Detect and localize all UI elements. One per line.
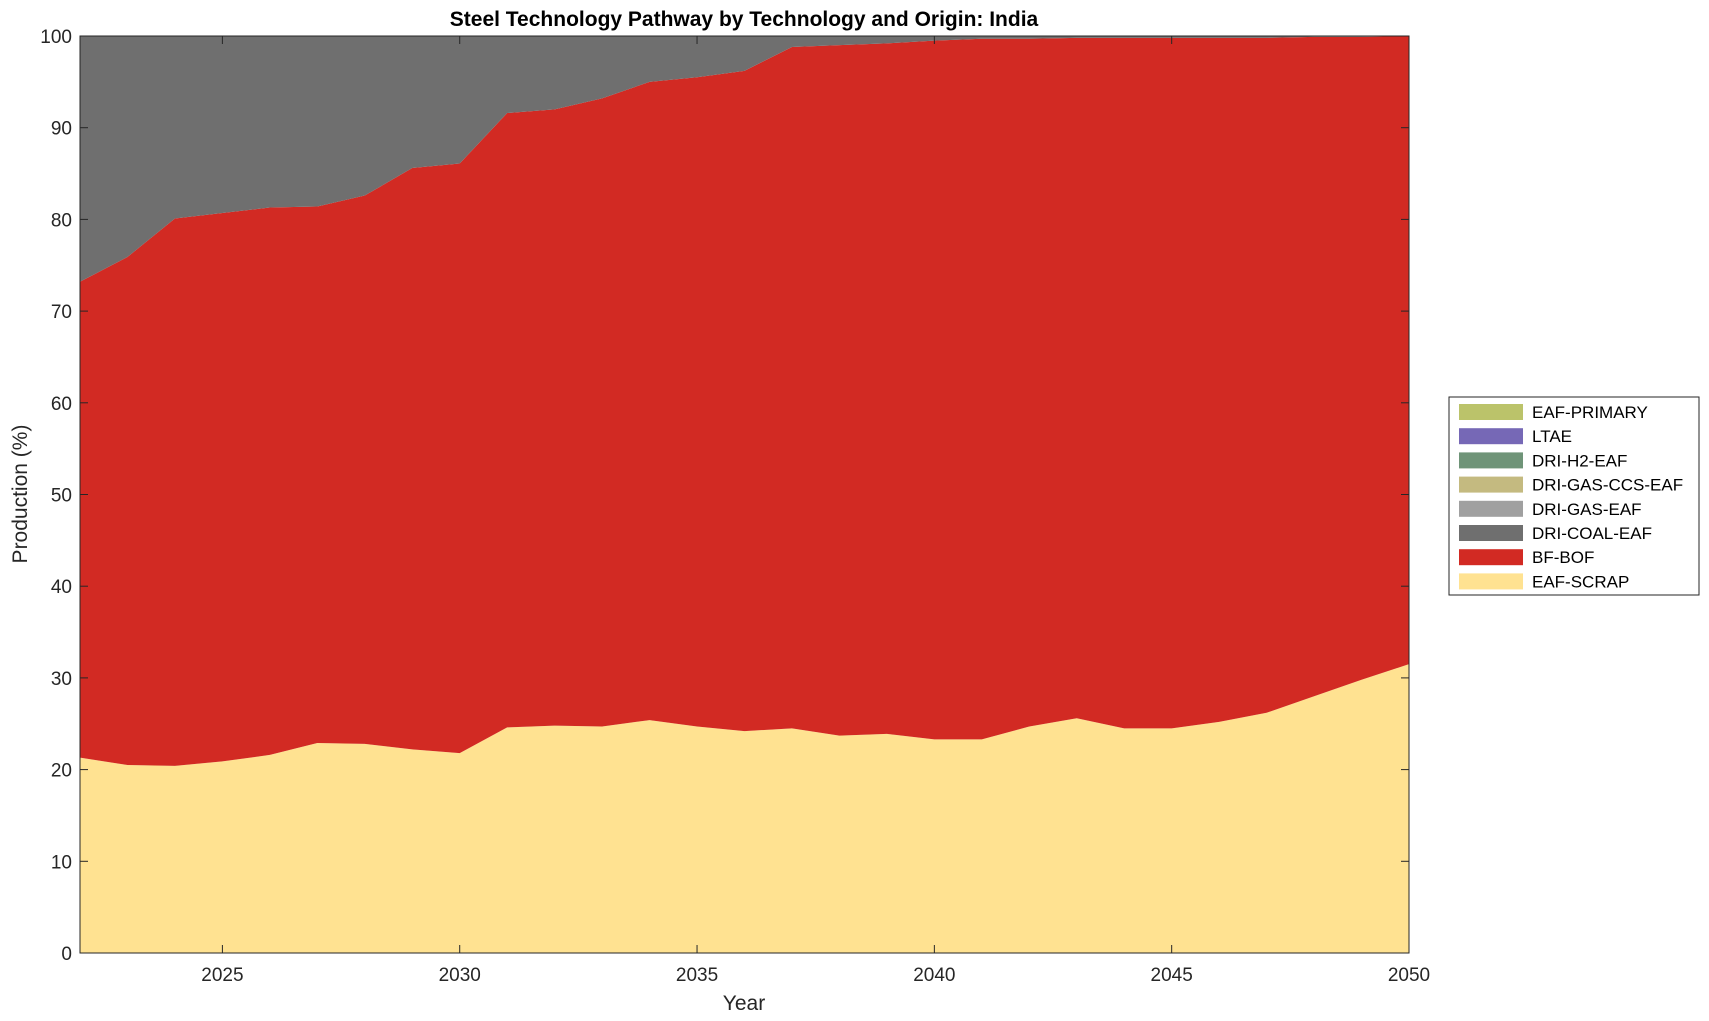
y-tick-label: 60 (51, 394, 72, 415)
legend-swatch-dri-h2-eaf (1459, 452, 1523, 469)
legend-swatch-dri-coal-eaf (1459, 525, 1523, 541)
legend-label-dri-gas-ccs-eaf: DRI-GAS-CCS-EAF (1532, 476, 1683, 495)
y-tick-label: 20 (51, 761, 72, 782)
x-tick-label: 2040 (913, 965, 955, 986)
chart-title: Steel Technology Pathway by Technology a… (450, 8, 1039, 31)
y-axis: 0 10 20 30 40 50 60 70 80 90 100 (40, 27, 1409, 965)
y-tick-label: 30 (51, 669, 72, 690)
legend-swatch-bf-bof (1459, 549, 1523, 566)
legend-swatch-eaf-primary (1459, 404, 1523, 420)
y-tick-label: 10 (51, 852, 72, 873)
y-tick-label: 0 (61, 944, 72, 965)
y-tick-label: 70 (51, 302, 72, 323)
x-tick-label: 2025 (201, 965, 243, 986)
x-tick-label: 2035 (676, 965, 718, 986)
legend-label-bf-bof: BF-BOF (1532, 548, 1594, 567)
y-tick-label: 80 (51, 210, 72, 231)
y-tick-label: 100 (40, 27, 72, 48)
legend-label-eaf-primary: EAF-PRIMARY (1532, 403, 1648, 422)
y-tick-label: 90 (51, 119, 72, 140)
legend-label-ltae: LTAE (1532, 427, 1572, 446)
legend-swatch-dri-gas-eaf (1459, 500, 1523, 517)
legend-label-dri-coal-eaf: DRI-COAL-EAF (1532, 524, 1652, 543)
x-axis-label: Year (723, 992, 765, 1015)
legend-label-eaf-scrap: EAF-SCRAP (1532, 572, 1629, 591)
area-eaf-scrap (80, 664, 1409, 953)
x-axis: 2025 2030 2035 2040 2045 2050 (201, 36, 1430, 986)
area-bf-bof (80, 36, 1409, 766)
x-tick-label: 2030 (439, 965, 481, 986)
legend-label-dri-gas-eaf: DRI-GAS-EAF (1532, 500, 1642, 519)
x-tick-label: 2050 (1388, 965, 1430, 986)
y-tick-label: 50 (51, 486, 72, 507)
area-series-group (80, 36, 1409, 953)
legend-swatch-dri-gas-ccs-eaf (1459, 476, 1523, 493)
legend-swatch-eaf-scrap (1459, 573, 1523, 590)
area-dri-coal-eaf (80, 36, 1409, 282)
legend-label-dri-h2-eaf: DRI-H2-EAF (1532, 451, 1627, 470)
legend: EAF-PRIMARY LTAE DRI-H2-EAF DRI-GAS-CCS-EAF… (1448, 396, 1700, 596)
x-tick-label: 2045 (1151, 965, 1193, 986)
legend-swatch-ltae (1459, 428, 1523, 445)
y-axis-label: Production (%) (9, 425, 32, 564)
y-tick-label: 40 (51, 577, 72, 598)
